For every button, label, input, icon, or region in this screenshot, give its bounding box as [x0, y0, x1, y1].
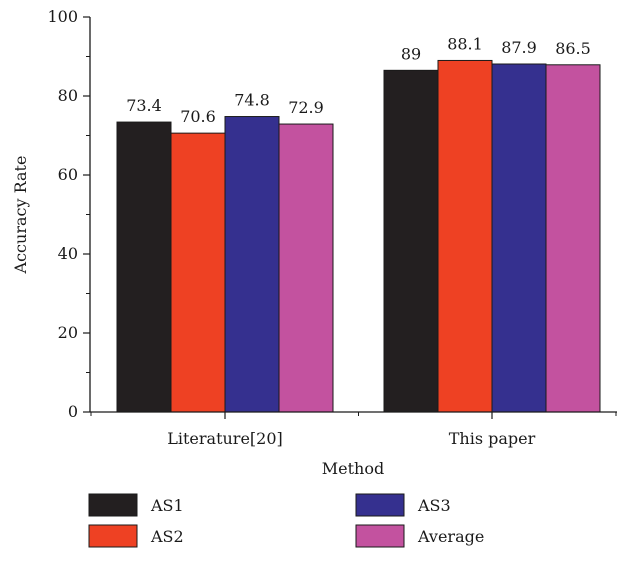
data-label: 89	[401, 44, 421, 63]
bar	[491, 63, 547, 413]
y-tick-label: 80	[58, 86, 78, 105]
bar	[224, 116, 280, 413]
legend-label: AS2	[150, 527, 184, 546]
y-tick-label: 60	[58, 165, 78, 184]
y-axis-title: Accuracy Rate	[11, 156, 30, 275]
y-axis-ticks: 0 20 40 60 80 100	[47, 7, 90, 421]
x-tick-label: Literature[20]	[167, 429, 283, 448]
y-tick-label: 100	[47, 7, 78, 26]
data-label: 88.1	[447, 34, 483, 53]
legend-label: AS3	[417, 496, 451, 515]
legend-swatch	[88, 524, 138, 548]
x-axis-ticks: Literature[20] This paper	[90, 412, 617, 448]
bar-group	[116, 59, 601, 413]
data-label-group: 73.4 70.6 74.8 72.9 89 88.1 87.9 86.5	[126, 34, 591, 126]
axes	[89, 17, 617, 413]
bar	[116, 121, 172, 413]
data-label: 72.9	[288, 98, 324, 117]
data-label: 74.8	[234, 91, 270, 110]
legend-swatch	[88, 493, 138, 517]
y-tick-label: 40	[58, 244, 78, 263]
x-tick-label: This paper	[449, 429, 536, 448]
x-axis-title: Method	[322, 459, 384, 478]
bar	[383, 69, 439, 413]
legend-label: AS1	[150, 496, 184, 515]
bar	[170, 132, 226, 413]
legend-swatch	[355, 493, 405, 517]
data-label: 86.5	[555, 39, 591, 58]
y-tick-label: 20	[58, 323, 78, 342]
data-label: 87.9	[501, 38, 537, 57]
legend: AS1 AS2 AS3 Average	[88, 493, 484, 548]
bar	[437, 59, 493, 413]
bar	[278, 123, 334, 413]
legend-label: Average	[417, 527, 484, 546]
data-label: 70.6	[180, 107, 216, 126]
bar	[545, 64, 601, 413]
y-tick-label: 0	[68, 402, 78, 421]
data-label: 73.4	[126, 96, 162, 115]
legend-swatch	[355, 524, 405, 548]
